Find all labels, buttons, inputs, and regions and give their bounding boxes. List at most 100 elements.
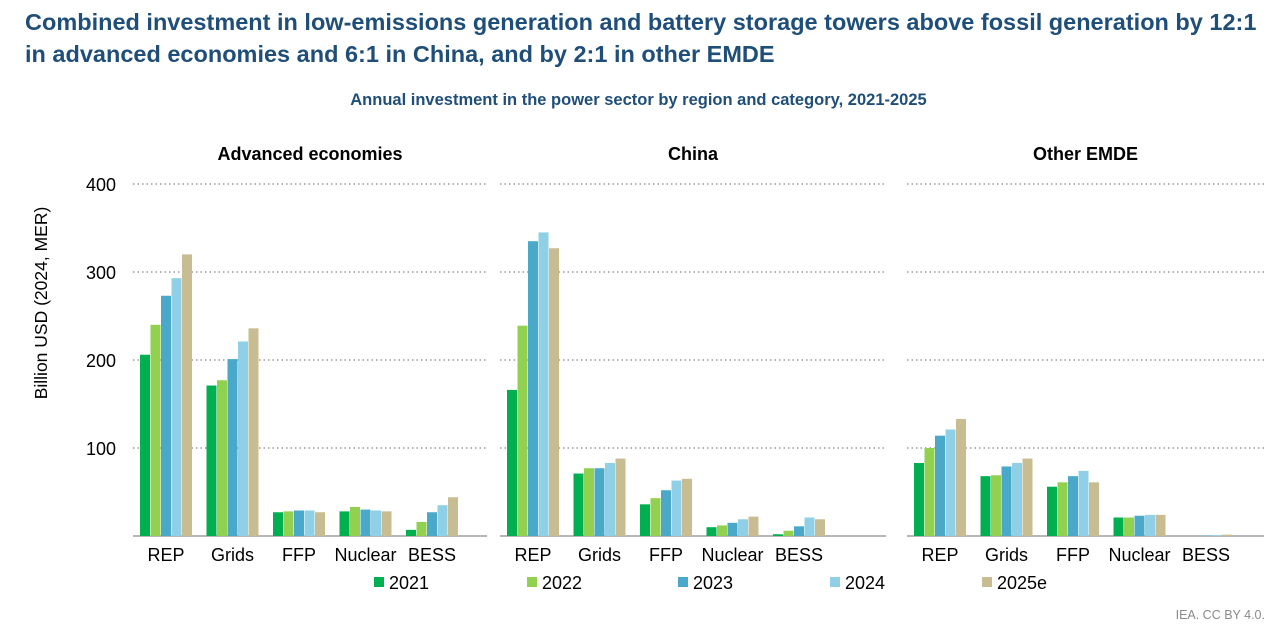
bar <box>1068 476 1078 536</box>
bar <box>360 509 371 536</box>
x-tick-label: REP <box>514 545 551 565</box>
bar <box>945 429 956 536</box>
bar <box>1211 535 1222 536</box>
credit-line: IEA. CC BY 4.0. <box>1175 608 1265 622</box>
legend-swatch <box>374 577 384 587</box>
bar <box>315 512 325 536</box>
bar <box>794 526 804 536</box>
headline: Combined investment in low-emissions gen… <box>25 9 1257 67</box>
bar <box>248 328 259 536</box>
bar <box>381 511 392 536</box>
x-tick-label: FFP <box>1056 545 1090 565</box>
bar <box>507 389 517 536</box>
bar <box>650 498 661 536</box>
bar <box>1145 514 1155 536</box>
bar <box>991 475 1001 536</box>
bar <box>661 490 671 536</box>
bar <box>416 521 427 536</box>
x-tick-label: BESS <box>408 545 456 565</box>
bar <box>217 380 227 536</box>
x-tick-label: Grids <box>985 545 1028 565</box>
bar <box>640 504 650 536</box>
bar <box>437 505 448 536</box>
bar <box>956 418 966 536</box>
legend-label: 2025e <box>997 573 1047 593</box>
y-tick-label: 100 <box>86 439 116 459</box>
x-tick-label: BESS <box>1182 545 1230 565</box>
legend-swatch <box>830 577 840 587</box>
bar <box>150 324 161 536</box>
bar <box>273 512 283 536</box>
bar <box>584 468 594 536</box>
x-tick-label: Nuclear <box>334 545 396 565</box>
y-tick-label: 300 <box>86 263 116 283</box>
chart-subtitle: Annual investment in the power sector by… <box>350 91 927 109</box>
bar <box>1113 517 1124 536</box>
bar <box>161 295 171 536</box>
legend-swatch <box>678 577 688 587</box>
panel-title: Advanced economies <box>217 144 402 164</box>
bar <box>1089 482 1099 536</box>
bar <box>727 522 738 536</box>
x-tick-label: FFP <box>649 545 683 565</box>
bar <box>1155 514 1166 536</box>
bar <box>815 519 825 536</box>
bar <box>1047 486 1057 536</box>
bar <box>706 527 717 536</box>
bar <box>1057 482 1068 536</box>
x-tick-label: Nuclear <box>701 545 763 565</box>
bar <box>914 462 924 536</box>
bar <box>549 248 559 537</box>
bar <box>804 517 815 536</box>
bar <box>350 506 360 536</box>
bar <box>406 529 416 536</box>
bar <box>1134 515 1145 536</box>
bar <box>1124 517 1134 536</box>
x-tick-label: Grids <box>578 545 621 565</box>
bar <box>1022 458 1033 536</box>
bar <box>1001 466 1012 536</box>
bar <box>171 278 182 536</box>
bar <box>1012 462 1022 536</box>
y-tick-label: 400 <box>86 175 116 195</box>
bar <box>427 512 437 536</box>
bar <box>671 480 682 536</box>
bar <box>773 534 783 536</box>
panel-title: Other EMDE <box>1033 144 1138 164</box>
bar <box>304 510 315 536</box>
bar <box>783 530 794 536</box>
bar <box>573 473 584 536</box>
bar <box>1222 534 1232 536</box>
bar <box>371 510 381 536</box>
bar <box>294 510 304 536</box>
bar <box>738 519 748 536</box>
x-tick-label: BESS <box>775 545 823 565</box>
bar <box>1078 470 1089 536</box>
x-tick-label: Nuclear <box>1108 545 1170 565</box>
x-tick-label: REP <box>921 545 958 565</box>
legend-label: 2023 <box>693 573 733 593</box>
bar <box>206 385 217 536</box>
legend-swatch <box>527 577 537 587</box>
x-tick-label: REP <box>147 545 184 565</box>
bar <box>594 468 605 536</box>
legend-label: 2021 <box>389 573 429 593</box>
bar <box>339 511 350 536</box>
bar <box>517 325 528 536</box>
x-tick-label: Grids <box>211 545 254 565</box>
bar <box>538 232 549 536</box>
bar <box>935 435 945 536</box>
bar <box>182 254 192 536</box>
bar <box>717 525 727 536</box>
bar <box>238 341 248 536</box>
bar <box>748 516 759 536</box>
bar <box>140 354 150 536</box>
bar <box>448 497 458 536</box>
bar <box>227 359 238 536</box>
panel-title: China <box>668 144 719 164</box>
bar <box>615 458 626 536</box>
bar <box>605 462 615 536</box>
bar <box>528 241 538 536</box>
bar <box>924 448 935 536</box>
